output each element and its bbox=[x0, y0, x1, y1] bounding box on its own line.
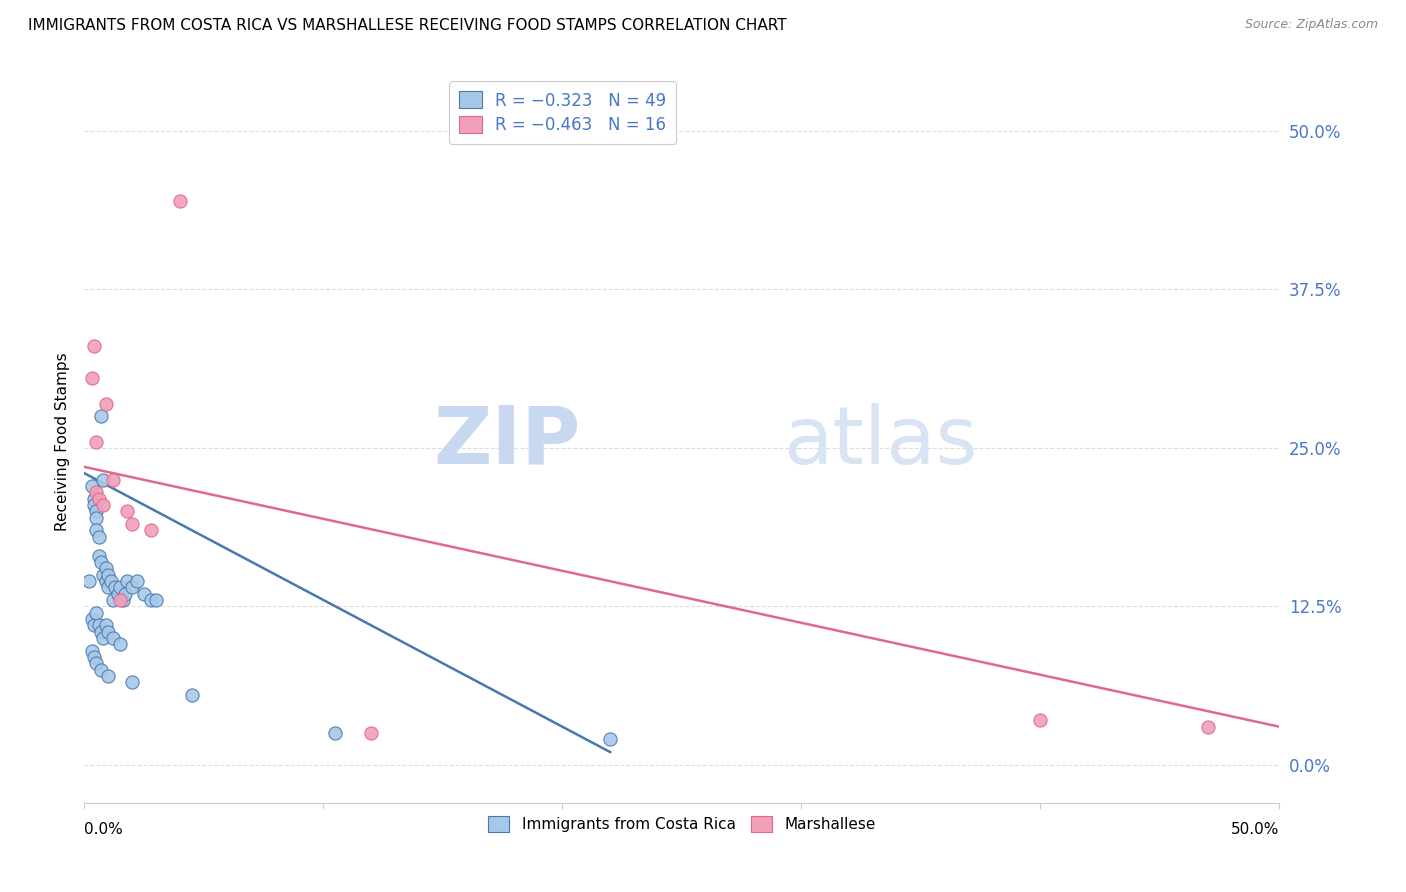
Point bbox=[80, 612, 103, 626]
Point bbox=[100, 574, 122, 588]
Point bbox=[90, 409, 112, 424]
Point bbox=[110, 637, 132, 651]
Point bbox=[86, 434, 108, 449]
Point bbox=[121, 675, 143, 690]
Point bbox=[83, 491, 105, 506]
Point bbox=[1197, 720, 1219, 734]
Point bbox=[87, 549, 110, 563]
Text: IMMIGRANTS FROM COSTA RICA VS MARSHALLESE RECEIVING FOOD STAMPS CORRELATION CHAR: IMMIGRANTS FROM COSTA RICA VS MARSHALLES… bbox=[28, 18, 787, 33]
Point bbox=[111, 593, 134, 607]
Point bbox=[86, 485, 108, 500]
Legend: Immigrants from Costa Rica, Marshallese: Immigrants from Costa Rica, Marshallese bbox=[482, 810, 882, 838]
Point bbox=[117, 574, 139, 588]
Point bbox=[107, 587, 129, 601]
Point bbox=[87, 530, 110, 544]
Point bbox=[87, 618, 110, 632]
Point bbox=[94, 561, 117, 575]
Point bbox=[77, 574, 100, 588]
Point bbox=[1029, 714, 1052, 728]
Point bbox=[90, 555, 112, 569]
Text: 50.0%: 50.0% bbox=[1232, 822, 1279, 837]
Point bbox=[110, 593, 132, 607]
Point bbox=[132, 587, 156, 601]
Point bbox=[80, 371, 103, 385]
Text: Source: ZipAtlas.com: Source: ZipAtlas.com bbox=[1244, 18, 1378, 31]
Point bbox=[94, 574, 117, 588]
Text: 0.0%: 0.0% bbox=[84, 822, 124, 837]
Point bbox=[104, 580, 127, 594]
Point bbox=[97, 669, 120, 683]
Point bbox=[101, 593, 124, 607]
Point bbox=[141, 523, 163, 537]
Point bbox=[83, 339, 105, 353]
Point bbox=[101, 631, 124, 645]
Point bbox=[86, 510, 108, 524]
Point bbox=[125, 574, 148, 588]
Point bbox=[117, 504, 139, 518]
Point bbox=[93, 473, 115, 487]
Point bbox=[97, 624, 120, 639]
Text: ZIP: ZIP bbox=[433, 402, 581, 481]
Text: atlas: atlas bbox=[783, 402, 977, 481]
Point bbox=[97, 580, 120, 594]
Point bbox=[90, 624, 112, 639]
Point bbox=[86, 657, 108, 671]
Point bbox=[83, 650, 105, 665]
Point bbox=[93, 498, 115, 512]
Point bbox=[145, 593, 167, 607]
Point bbox=[121, 580, 143, 594]
Point bbox=[86, 606, 108, 620]
Point bbox=[181, 688, 204, 702]
Point bbox=[360, 726, 382, 740]
Point bbox=[97, 567, 120, 582]
Point bbox=[599, 732, 621, 747]
Point bbox=[141, 593, 163, 607]
Point bbox=[90, 663, 112, 677]
Point bbox=[87, 491, 110, 506]
Point bbox=[114, 587, 136, 601]
Point bbox=[86, 504, 108, 518]
Point bbox=[80, 643, 103, 657]
Point bbox=[325, 726, 347, 740]
Point bbox=[93, 567, 115, 582]
Point bbox=[86, 523, 108, 537]
Point bbox=[169, 194, 191, 208]
Point bbox=[121, 516, 143, 531]
Point bbox=[83, 618, 105, 632]
Point bbox=[80, 479, 103, 493]
Point bbox=[93, 631, 115, 645]
Point bbox=[83, 498, 105, 512]
Point bbox=[101, 473, 124, 487]
Point bbox=[94, 396, 117, 410]
Point bbox=[110, 580, 132, 594]
Point bbox=[94, 618, 117, 632]
Y-axis label: Receiving Food Stamps: Receiving Food Stamps bbox=[55, 352, 70, 531]
